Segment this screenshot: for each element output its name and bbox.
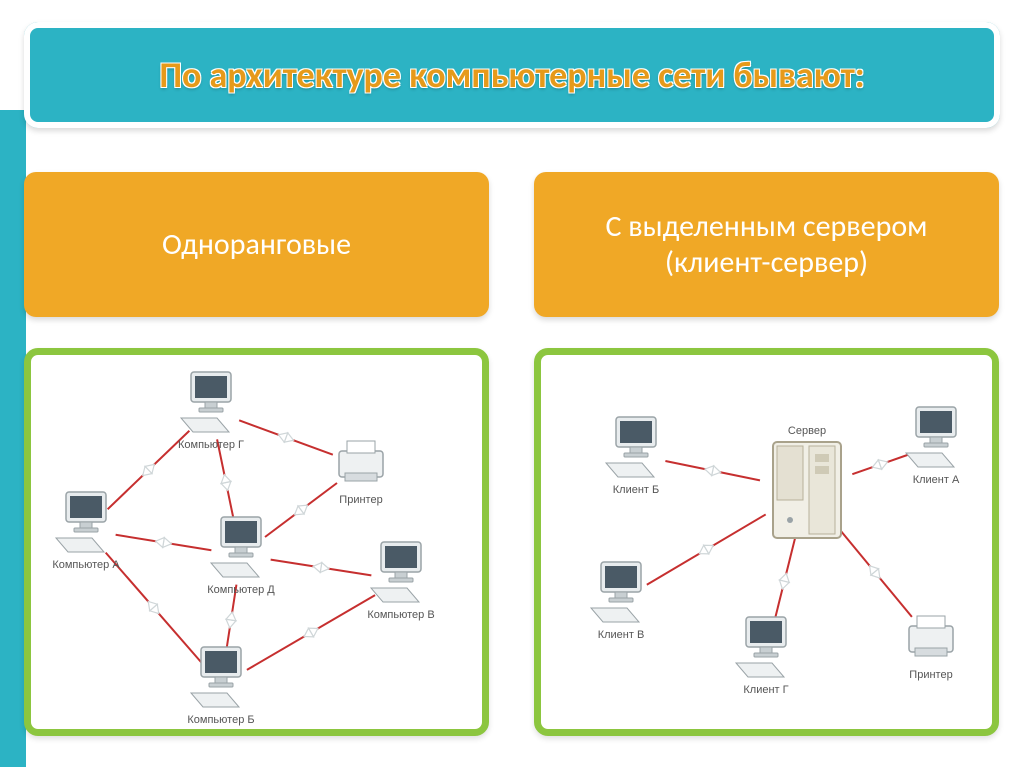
svg-text:Компьютер Б: Компьютер Б xyxy=(187,714,254,726)
diagram-client-server-svg: Сервер Клиент А Клиент Б Клиент В Клиент Г Пр… xyxy=(541,355,992,729)
card-peer-to-peer-label: Одноранговые xyxy=(162,227,351,263)
diagram-client-server: Сервер Клиент А Клиент Б Клиент В Клиент Г Пр… xyxy=(534,348,999,736)
diagram-peer-to-peer-svg: Компьютер А Компьютер Б Компьютер В Компьют… xyxy=(31,355,482,729)
svg-text:Клиент Б: Клиент Б xyxy=(613,484,659,496)
title-text: По архитектуре компьютерные сети бывают: xyxy=(159,53,864,97)
svg-text:Клиент А: Клиент А xyxy=(913,474,960,486)
diagram-peer-to-peer: Компьютер А Компьютер Б Компьютер В Компьют… xyxy=(24,348,489,736)
svg-text:Компьютер В: Компьютер В xyxy=(367,609,434,621)
side-stripe xyxy=(0,110,26,767)
svg-text:Компьютер Г: Компьютер Г xyxy=(178,439,244,451)
svg-text:Сервер: Сервер xyxy=(788,425,826,437)
card-client-server: С выделенным сервером (клиент-сервер) xyxy=(534,172,999,317)
card-peer-to-peer: Одноранговые xyxy=(24,172,489,317)
card-client-server-label: С выделенным сервером (клиент-сервер) xyxy=(558,209,975,281)
svg-text:Принтер: Принтер xyxy=(339,494,382,506)
title-bar: По архитектуре компьютерные сети бывают: xyxy=(24,22,1000,128)
svg-text:Компьютер Д: Компьютер Д xyxy=(207,584,275,596)
svg-text:Компьютер А: Компьютер А xyxy=(52,559,120,571)
svg-text:Принтер: Принтер xyxy=(909,669,952,681)
svg-text:Клиент В: Клиент В xyxy=(598,629,645,641)
svg-text:Клиент Г: Клиент Г xyxy=(743,684,788,696)
